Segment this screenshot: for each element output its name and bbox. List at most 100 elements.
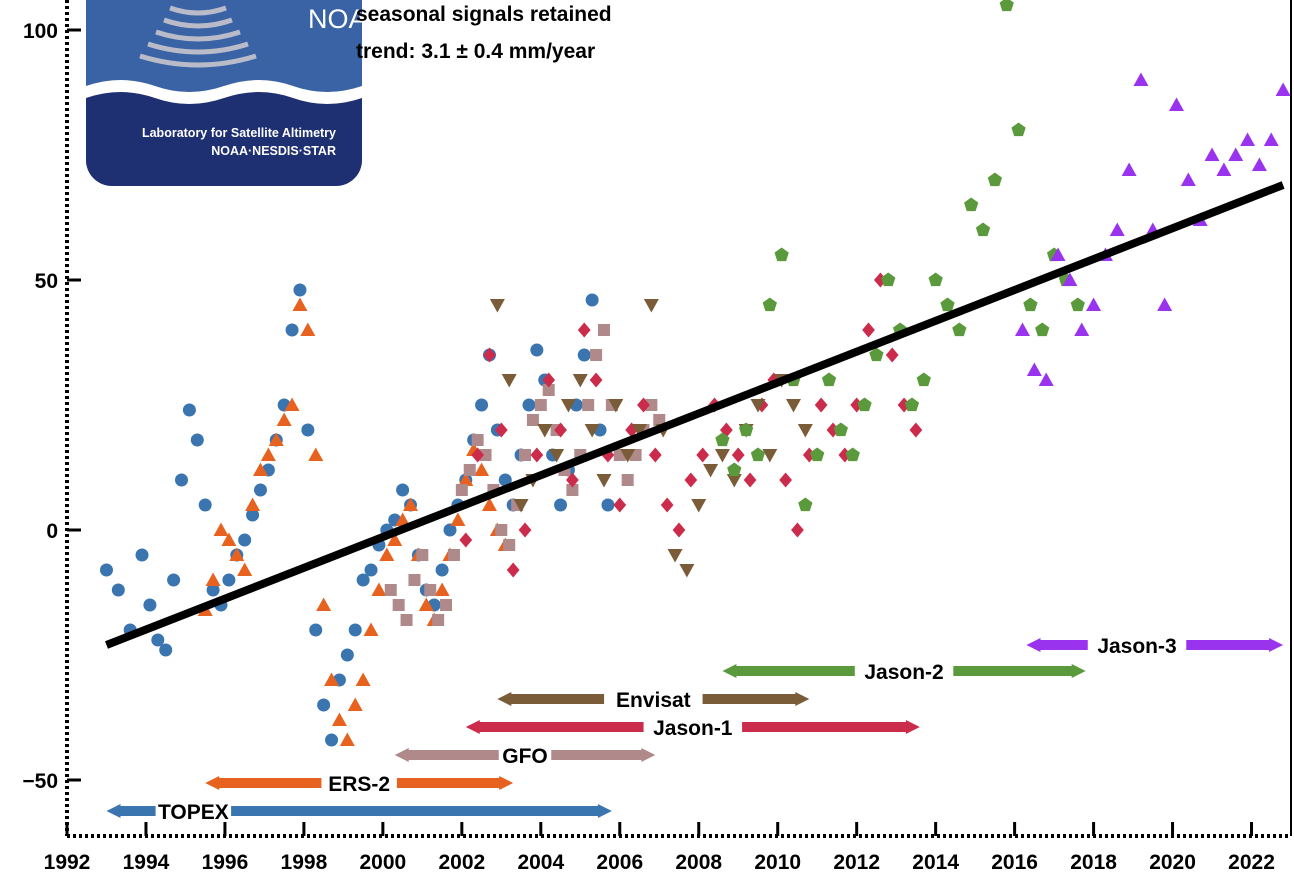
point-envisat xyxy=(726,474,742,488)
x-tick-label: 1998 xyxy=(281,851,328,873)
point-jason-3 xyxy=(1086,297,1102,311)
point-jason-1 xyxy=(814,397,828,413)
point-ers-2 xyxy=(245,497,261,511)
point-jason-1 xyxy=(518,522,532,538)
point-envisat xyxy=(501,374,517,388)
point-topex xyxy=(198,498,212,512)
point-jason-2 xyxy=(774,247,789,262)
mission-bar-jason-3: Jason-3 xyxy=(1026,635,1284,658)
trend-line xyxy=(105,181,1285,649)
mission-arrow-left xyxy=(205,776,322,790)
point-ers-2 xyxy=(395,512,411,526)
point-ers-2 xyxy=(324,672,340,686)
point-jason-3 xyxy=(1216,162,1232,176)
x-tick-label: 2000 xyxy=(360,851,407,873)
mission-arrow-right xyxy=(551,748,656,762)
plot-frame xyxy=(65,0,1292,838)
point-jason-2 xyxy=(810,447,825,462)
point-envisat xyxy=(786,399,802,413)
point-topex xyxy=(222,573,236,587)
point-gfo xyxy=(534,399,547,411)
point-gfo xyxy=(463,464,476,476)
point-gfo xyxy=(447,549,460,561)
point-topex xyxy=(301,423,315,437)
mission-bar-envisat: Envisat xyxy=(497,689,810,712)
point-gfo xyxy=(392,599,405,611)
mission-bar-ers-2: ERS-2 xyxy=(205,773,514,796)
point-topex xyxy=(364,563,378,577)
point-jason-2 xyxy=(857,397,872,412)
point-topex xyxy=(111,583,125,597)
mission-arrow-right xyxy=(396,776,514,790)
point-ers-2 xyxy=(237,562,253,576)
point-jason-1 xyxy=(483,347,496,363)
point-gfo xyxy=(503,539,516,551)
point-topex xyxy=(253,483,267,497)
point-jason-1 xyxy=(909,422,923,438)
mission-arrow-left xyxy=(106,804,156,818)
point-envisat xyxy=(584,424,600,438)
point-jason-1 xyxy=(743,472,757,488)
point-jason-1 xyxy=(672,522,686,538)
point-envisat xyxy=(703,464,719,478)
point-gfo xyxy=(542,384,555,396)
point-jason-1 xyxy=(660,497,674,513)
point-jason-3 xyxy=(1109,222,1125,236)
point-topex xyxy=(159,643,173,657)
point-gfo xyxy=(582,399,595,411)
point-jason-2 xyxy=(928,272,943,287)
point-jason-2 xyxy=(916,372,931,387)
x-tick-label: 2008 xyxy=(675,851,722,873)
point-jason-3 xyxy=(1240,132,1256,146)
point-gfo xyxy=(432,614,445,626)
point-ers-2 xyxy=(213,522,229,536)
point-jason-3 xyxy=(1038,372,1054,386)
point-jason-1 xyxy=(566,472,579,488)
point-ers-2 xyxy=(284,397,300,411)
mission-arrow-right xyxy=(231,804,612,818)
point-topex xyxy=(554,498,568,512)
point-jason-1 xyxy=(696,447,710,463)
point-envisat xyxy=(549,449,565,463)
point-ers-2 xyxy=(434,582,450,596)
point-jason-1 xyxy=(791,522,804,538)
point-ers-2 xyxy=(268,432,284,446)
point-jason-1 xyxy=(459,532,473,548)
point-topex xyxy=(530,343,544,357)
point-envisat xyxy=(537,424,553,438)
point-ers-2 xyxy=(363,622,379,636)
point-ers-2 xyxy=(316,597,332,611)
point-jason-1 xyxy=(862,322,875,338)
point-jason-2 xyxy=(798,497,813,512)
x-tick-label: 1992 xyxy=(44,851,91,873)
x-tick-label: 2004 xyxy=(517,851,564,873)
x-tick-label: 2012 xyxy=(833,851,880,873)
point-jason-1 xyxy=(731,447,745,463)
point-ers-2 xyxy=(450,512,466,526)
point-ers-2 xyxy=(331,712,347,726)
point-jason-2 xyxy=(1011,122,1026,137)
point-ers-2 xyxy=(339,732,355,746)
x-tick-label: 1994 xyxy=(123,851,170,873)
x-tick-label: 2020 xyxy=(1149,851,1196,873)
point-ers-2 xyxy=(229,547,245,561)
point-jason-2 xyxy=(750,447,766,462)
point-jason-1 xyxy=(494,422,508,438)
point-topex xyxy=(175,473,189,487)
point-ers-2 xyxy=(221,532,237,546)
point-jason-3 xyxy=(1168,97,1184,111)
point-ers-2 xyxy=(260,447,276,461)
point-gfo xyxy=(455,484,468,496)
point-jason-1 xyxy=(613,497,627,513)
point-gfo xyxy=(384,584,397,596)
mission-arrow-right xyxy=(1186,638,1284,652)
point-gfo xyxy=(400,614,413,626)
point-jason-2 xyxy=(738,422,754,437)
point-topex xyxy=(182,403,196,417)
mission-arrow-right xyxy=(742,720,920,734)
mission-label: Jason-2 xyxy=(864,661,943,684)
x-tick-label: 2018 xyxy=(1070,851,1117,873)
x-tick-label: 2010 xyxy=(754,851,801,873)
logo-agency-line: NOAA·NESDIS·STAR xyxy=(211,144,336,158)
point-jason-3 xyxy=(1275,82,1291,96)
